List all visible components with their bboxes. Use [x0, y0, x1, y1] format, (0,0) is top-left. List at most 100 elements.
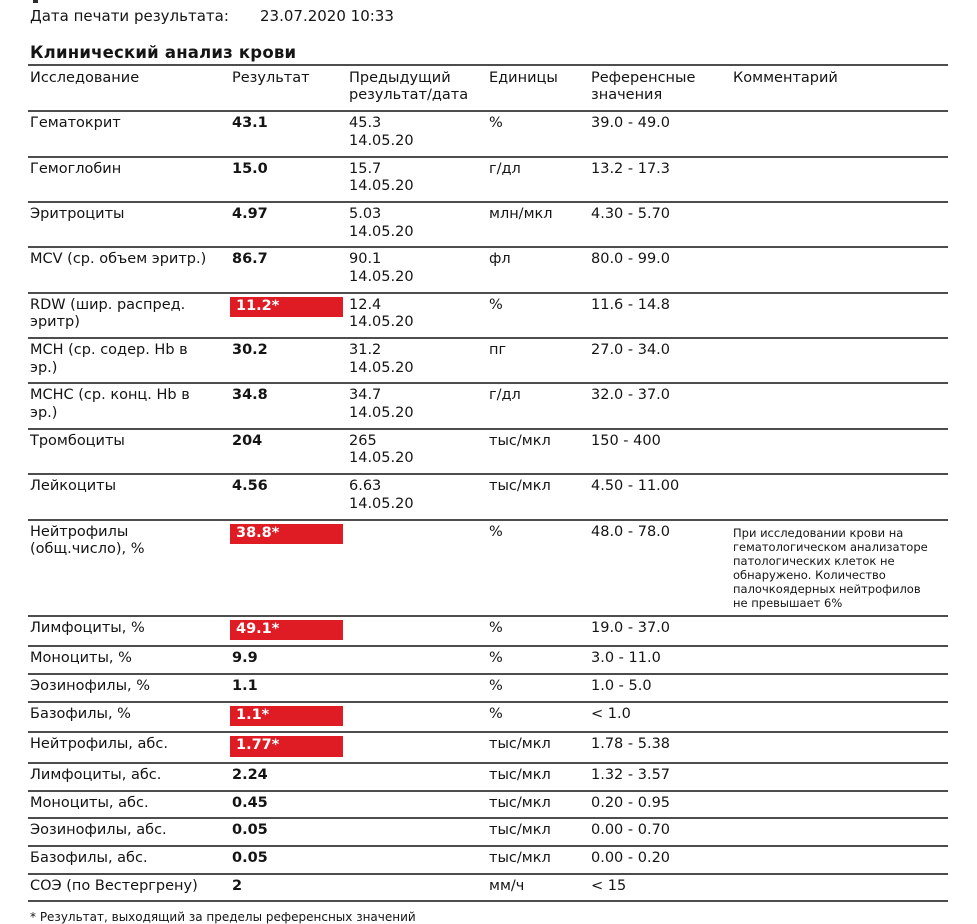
result-cell: 30.2 — [230, 338, 347, 383]
reference-range: 0.20 - 0.95 — [591, 794, 671, 811]
units: тыс/мкл — [489, 822, 551, 839]
table-row: Эозинофилы, % 1.1 % 1.0 - 5.0 — [28, 674, 948, 702]
units: % — [489, 296, 503, 313]
reference-range: 0.00 - 0.20 — [591, 850, 671, 867]
result-value: 9.9 — [232, 650, 258, 667]
test-name: Моноциты, % — [30, 650, 132, 667]
units: тыс/мкл — [489, 794, 551, 811]
units: % — [489, 619, 503, 636]
result-cell: 43.1 — [230, 111, 347, 156]
units: % — [489, 677, 503, 694]
test-name: Лимфоциты, % — [30, 619, 145, 636]
comment — [731, 202, 948, 247]
reference-range: 4.30 - 5.70 — [591, 205, 671, 222]
table-row: Моноциты, % 9.9 % 3.0 - 11.0 — [28, 646, 948, 674]
previous-result-date: 14.05.20 — [349, 268, 414, 285]
table-row: Лимфоциты, абс. 2.24 тыс/мкл 1.32 - 3.57 — [28, 763, 948, 791]
print-date-value: 23.07.2020 10:33 — [260, 7, 394, 25]
test-name: Лимфоциты, абс. — [30, 767, 162, 784]
table-row: Тромбоциты 204 265 14.05.20 тыс/мкл 150 … — [28, 429, 948, 475]
units: тыс/мкл — [489, 432, 551, 449]
comment — [731, 474, 948, 519]
previous-result-cell — [347, 646, 487, 674]
reference-range: 27.0 - 34.0 — [591, 342, 671, 358]
previous-result-value: 31.2 — [349, 342, 382, 358]
previous-result-date: 14.05.20 — [349, 495, 414, 512]
col-header-previous: Предыдущий результат/дата — [349, 69, 469, 104]
test-name: Моноциты, абс. — [30, 794, 149, 811]
previous-result-date: 14.05.20 — [349, 132, 414, 149]
comment — [731, 111, 948, 156]
reference-range: 80.0 - 99.0 — [591, 251, 671, 268]
units: % — [489, 650, 503, 667]
previous-result-date: 14.05.20 — [349, 223, 414, 240]
result-value: 4.56 — [232, 478, 268, 495]
units: фл — [489, 251, 511, 268]
result-value: 38.8* — [230, 523, 343, 545]
previous-result-cell: 12.4 14.05.20 — [347, 293, 487, 338]
comment — [731, 157, 948, 202]
units: % — [489, 523, 503, 540]
previous-result-cell — [347, 674, 487, 702]
result-cell: 86.7 — [230, 247, 347, 292]
result-cell: 38.8* — [230, 520, 347, 616]
result-cell: 34.8 — [230, 383, 347, 428]
result-value: 4.97 — [232, 205, 268, 222]
reference-range: 1.32 - 3.57 — [591, 767, 671, 784]
previous-result-date: 14.05.20 — [349, 450, 414, 467]
results-table: Исследование Результат Предыдущий резуль… — [28, 63, 948, 903]
result-value: 204 — [232, 432, 263, 449]
print-date-row: Дата печати результата: 23.07.2020 10:33 — [28, 7, 948, 26]
previous-result-cell — [347, 763, 487, 791]
comment — [731, 702, 948, 733]
previous-result-cell — [347, 791, 487, 819]
previous-result-value: 6.63 — [349, 478, 382, 495]
result-cell: 1.77* — [230, 732, 347, 763]
reference-range: 150 - 400 — [591, 432, 661, 449]
result-value: 1.77* — [230, 736, 343, 758]
reference-range: 48.0 - 78.0 — [591, 523, 671, 540]
previous-result-date: 14.05.20 — [349, 405, 414, 422]
previous-result-value: 12.4 — [349, 296, 382, 313]
table-row: RDW (шир. распред. эритр) 11.2* 12.4 14.… — [28, 293, 948, 338]
units: г/дл — [489, 160, 521, 177]
cut-off-text-fragment — [33, 0, 38, 3]
comment: При исследовании крови на гематологическ… — [733, 525, 928, 610]
comment — [731, 846, 948, 874]
comment — [731, 293, 948, 338]
previous-result-date: 14.05.20 — [349, 178, 414, 195]
comment — [731, 383, 948, 428]
previous-result-value: 34.7 — [349, 387, 382, 404]
reference-range: 4.50 - 11.00 — [591, 478, 680, 495]
table-row: Гематокрит 43.1 45.3 14.05.20 % 39.0 - 4… — [28, 111, 948, 157]
table-row: Нейтрофилы (общ.число), % 38.8* % 48.0 -… — [28, 520, 948, 616]
previous-result-cell: 45.3 14.05.20 — [347, 111, 487, 156]
units: тыс/мкл — [489, 767, 551, 784]
reference-range: 3.0 - 11.0 — [591, 650, 661, 667]
result-cell: 4.56 — [230, 474, 347, 519]
result-value: 2.24 — [232, 767, 268, 784]
test-name: RDW (шир. распред. эритр) — [30, 296, 186, 331]
table-row: Лимфоциты, % 49.1* % 19.0 - 37.0 — [28, 616, 948, 647]
table-row: Моноциты, абс. 0.45 тыс/мкл 0.20 - 0.95 — [28, 791, 948, 819]
previous-result-cell — [347, 818, 487, 846]
previous-result-cell: 265 14.05.20 — [347, 429, 487, 474]
units: г/дл — [489, 387, 521, 404]
comment — [731, 818, 948, 846]
result-cell: 4.97 — [230, 202, 347, 247]
result-value: 1.1* — [230, 705, 343, 727]
previous-result-cell — [347, 702, 487, 733]
table-header-row: Исследование Результат Предыдущий резуль… — [28, 65, 948, 112]
units: пг — [489, 342, 507, 358]
reference-range: 11.6 - 14.8 — [591, 296, 671, 313]
reference-range: 19.0 - 37.0 — [591, 619, 671, 636]
comment — [731, 338, 948, 383]
result-value: 34.8 — [232, 387, 268, 404]
units: тыс/мкл — [489, 736, 551, 753]
footnote: * Результат, выходящий за пределы рефере… — [30, 910, 416, 924]
reference-range: < 15 — [591, 877, 627, 894]
previous-result-cell: 31.2 14.05.20 — [347, 338, 487, 383]
table-row: СОЭ (по Вестергрену) 2 мм/ч < 15 — [28, 874, 948, 902]
test-name: Гемоглобин — [30, 160, 122, 177]
test-name: Нейтрофилы, абс. — [30, 736, 168, 753]
